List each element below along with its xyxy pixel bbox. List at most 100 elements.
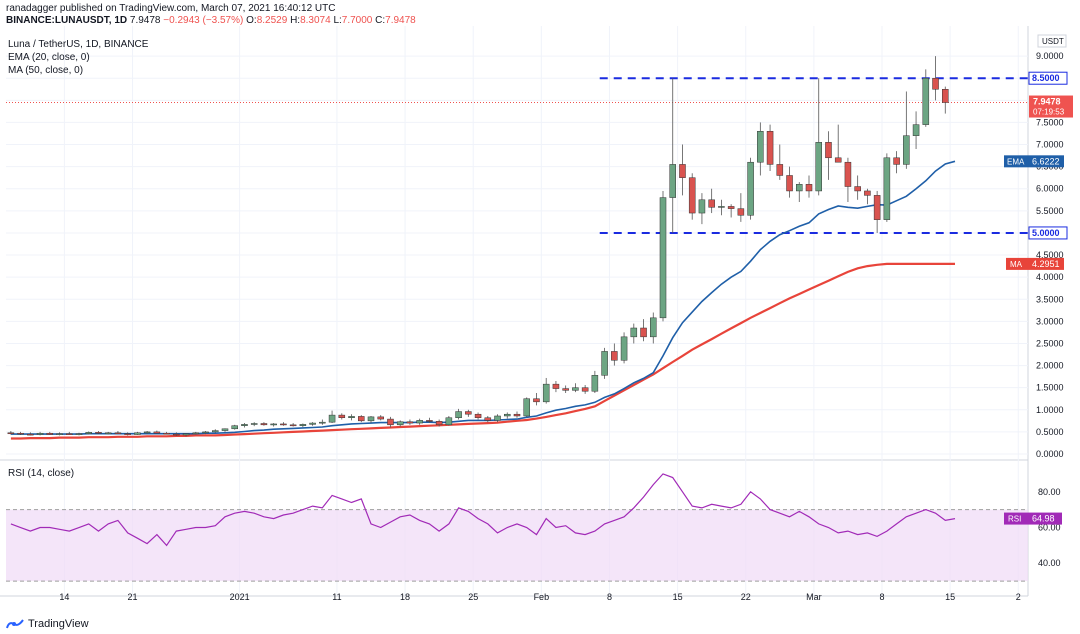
candle-body [659,197,667,319]
candle-body [95,432,102,434]
ema-tag [1004,155,1064,168]
ema-legend[interactable]: EMA (20, close, 0) [8,52,90,63]
time-tick-label: Feb [534,592,550,602]
rsi-tag-name: RSI [1008,515,1021,524]
candle-body [143,431,151,434]
candle-body [465,411,472,415]
candle-body [552,383,560,389]
candle-body [903,135,910,165]
price-tick-label: 6.0000 [1036,184,1064,194]
candle-body [56,433,63,435]
candle-body [611,351,618,361]
candle-body [873,195,881,220]
level-tag-label: 8.5000 [1032,73,1060,83]
candle-body [776,164,784,176]
price-tick-label: 3.5000 [1036,294,1064,304]
rsi-band [6,509,1028,582]
ma-50-line [10,262,955,440]
candle-body [864,190,871,196]
candle-body [221,428,229,431]
candle-body [163,432,170,435]
close-value: 7.9478 [385,15,416,26]
last-price-tag [1029,95,1073,118]
ema-tag-name: EMA [1007,157,1025,166]
ma-legend[interactable]: MA (50, close, 0) [8,65,84,76]
candle-body [202,431,209,434]
candle-body [854,186,861,192]
candle-body [250,423,258,425]
time-tick-label: 2 [1016,592,1021,602]
rsi-tag [1004,512,1062,525]
publish-line: ranadagger published on TradingView.com,… [6,3,336,14]
candle-body [941,89,949,103]
close-label: C: [375,15,386,26]
candle-body [494,415,501,421]
tradingview-footer[interactable]: TradingView [6,618,89,630]
candle-body [893,157,900,165]
candle-body [533,398,540,403]
countdown-label: 07:19:53 [1033,108,1065,117]
rsi-tag-value: 64.98 [1032,514,1055,524]
candle-body [192,432,200,435]
candle-body [727,206,735,209]
candle-body [7,432,15,435]
currency-box [1037,34,1067,48]
ma-tag [1006,257,1064,270]
candle-body [795,184,803,192]
time-tick-label: 2021 [230,592,250,602]
candle-body [737,208,745,216]
candle-body [484,417,492,421]
time-tick-label: 18 [400,592,410,602]
ma-tag-name: MA [1010,260,1023,269]
candle-body [104,432,112,435]
time-tick-label: 15 [673,592,683,602]
time-tick-label: 21 [128,592,138,602]
candle-body [65,433,73,435]
candle-body [231,425,239,430]
rsi-legend[interactable]: RSI (14, close) [8,468,75,479]
candle-body [260,423,268,426]
candle-body [503,413,511,417]
candle-body [688,177,696,214]
candle-body [387,418,394,426]
high-value: 8.3074 [300,15,331,26]
price-tick-label: 7.5000 [1036,117,1064,127]
symbol-label: BINANCE:LUNAUSDT, 1D [6,15,128,26]
ma-tag-value: 4.2951 [1032,259,1060,269]
candle-body [17,432,24,435]
candle-body [747,161,754,216]
candle-body [289,424,297,427]
candle-body [85,432,93,434]
candle-body [367,416,375,422]
candle-body [241,424,248,426]
candle-body [299,424,307,426]
candle-body [513,413,521,417]
open-value: 8.2529 [256,15,288,26]
candle-body [786,175,793,192]
candle-body [134,432,141,435]
candle-body [834,157,842,163]
candle-body [348,416,355,418]
price-tick-label: 3.0000 [1036,316,1064,326]
time-tick-label: Mar [806,592,822,602]
chart-legend-title[interactable]: Luna / TetherUS, 1D, BINANCE [8,39,149,50]
candle-body [708,199,715,208]
price-tick-label: 1.5000 [1036,383,1064,393]
candle-body [338,414,346,418]
price-tick-label: 5.5000 [1036,206,1064,216]
candle-body [445,417,453,426]
candle-body [620,336,628,361]
price-tick-label: 9.0000 [1036,51,1064,61]
candle-body [912,124,920,136]
candle-body [416,420,423,424]
candle-body [591,375,599,392]
candle-body [46,432,54,435]
price-tick-label: 4.5000 [1036,250,1064,260]
candle-body [523,398,531,417]
candle-body [932,77,939,90]
candle-body [805,184,813,192]
price-tick-label: 2.0000 [1036,361,1064,371]
candle-body [883,157,891,220]
candle-body [309,422,316,425]
